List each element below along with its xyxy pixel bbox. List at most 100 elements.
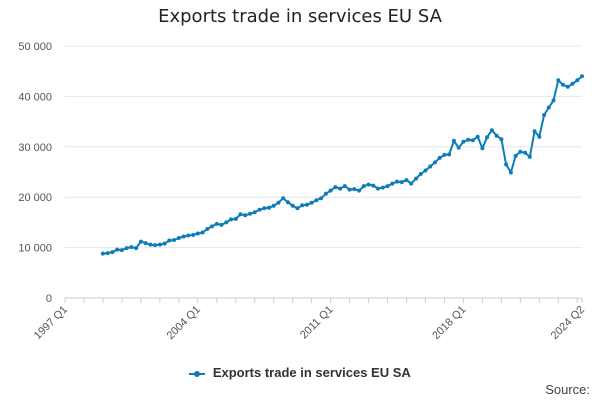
data-point — [380, 185, 385, 190]
data-point — [433, 160, 437, 165]
data-point — [532, 129, 537, 134]
data-point — [229, 217, 233, 222]
data-point — [138, 239, 143, 244]
data-point — [447, 152, 452, 157]
y-axis-ticks: 0 10 000 20 000 30 000 40 000 50 000 — [18, 41, 52, 305]
data-point — [119, 248, 124, 253]
series-line — [102, 75, 583, 255]
data-point — [300, 203, 305, 208]
y-tick-label: 40 000 — [18, 91, 52, 103]
data-point — [205, 227, 210, 231]
data-point — [210, 224, 214, 229]
data-point — [561, 82, 565, 87]
data-point — [200, 230, 205, 235]
data-point — [176, 236, 181, 240]
data-point — [480, 146, 485, 151]
data-point — [248, 211, 252, 216]
data-point — [504, 162, 509, 167]
data-point — [304, 202, 309, 207]
data-point — [556, 78, 561, 83]
data-point — [489, 128, 494, 133]
data-point — [423, 168, 428, 173]
data-point — [186, 233, 191, 238]
data-point — [262, 206, 267, 211]
data-point — [418, 172, 423, 176]
data-point — [361, 184, 366, 189]
data-point — [565, 84, 570, 89]
data-point — [437, 155, 442, 160]
x-tick-label: 2011 Q1 — [298, 304, 336, 342]
data-point — [366, 182, 371, 187]
data-point — [290, 203, 295, 208]
data-point — [570, 81, 575, 86]
data-point — [508, 170, 513, 175]
data-point — [385, 184, 390, 189]
x-tick-label: 2024 Q2 — [549, 304, 587, 342]
x-tick-label: 1997 Q1 — [32, 304, 70, 342]
data-point — [323, 191, 328, 196]
data-point — [451, 138, 456, 143]
data-point — [157, 242, 162, 247]
data-point — [404, 178, 409, 183]
data-point — [285, 200, 290, 205]
data-point — [314, 198, 319, 203]
data-point — [395, 179, 399, 184]
gridlines — [65, 45, 582, 299]
series-exports — [100, 74, 584, 256]
data-point — [347, 187, 352, 192]
data-point — [461, 139, 466, 144]
data-point — [485, 135, 490, 140]
data-point — [580, 74, 584, 79]
data-point — [295, 206, 300, 211]
data-point — [414, 176, 418, 181]
y-tick-label: 10 000 — [18, 243, 52, 255]
data-point — [342, 184, 347, 189]
data-point — [276, 200, 281, 205]
data-point — [219, 222, 224, 227]
data-point — [134, 246, 139, 251]
data-point — [124, 246, 129, 251]
data-point — [162, 241, 167, 246]
data-point — [309, 200, 314, 205]
source-label: Source: — [545, 382, 590, 397]
data-point — [100, 251, 105, 256]
y-tick-label: 50 000 — [18, 41, 52, 53]
data-point — [456, 145, 461, 150]
data-point — [466, 137, 471, 142]
x-tick-label: 2018 Q1 — [430, 304, 468, 342]
legend[interactable]: Exports trade in services EU SA — [0, 365, 600, 380]
data-point — [338, 186, 343, 191]
data-point — [333, 185, 338, 190]
data-point — [523, 150, 528, 155]
data-point — [153, 243, 158, 248]
y-tick-label: 20 000 — [18, 192, 52, 204]
legend-line-marker-icon — [189, 369, 206, 379]
data-point — [409, 181, 414, 186]
data-point — [257, 207, 262, 212]
data-point — [575, 78, 580, 83]
x-axis: 1997 Q1 2004 Q1 2011 Q1 2018 Q1 2024 Q2 — [32, 297, 587, 342]
data-point — [428, 164, 433, 169]
data-point — [357, 188, 362, 193]
data-point — [267, 205, 271, 210]
data-point — [233, 216, 238, 221]
data-point — [442, 152, 447, 157]
data-point — [195, 231, 200, 236]
data-point — [110, 250, 115, 255]
data-point — [271, 203, 276, 208]
data-point — [243, 213, 248, 218]
data-point — [513, 153, 518, 158]
data-point — [105, 251, 110, 256]
y-tick-label: 0 — [46, 293, 52, 305]
data-point — [214, 221, 219, 226]
data-point — [167, 238, 172, 243]
data-point — [376, 186, 380, 191]
chart-title: Exports trade in services EU SA — [158, 6, 442, 27]
x-tick-label: 2004 Q1 — [165, 304, 203, 342]
data-point — [148, 242, 153, 247]
data-point — [470, 138, 475, 143]
data-point — [546, 105, 551, 110]
data-point — [281, 196, 286, 201]
data-point — [537, 134, 542, 139]
data-point — [352, 187, 357, 192]
